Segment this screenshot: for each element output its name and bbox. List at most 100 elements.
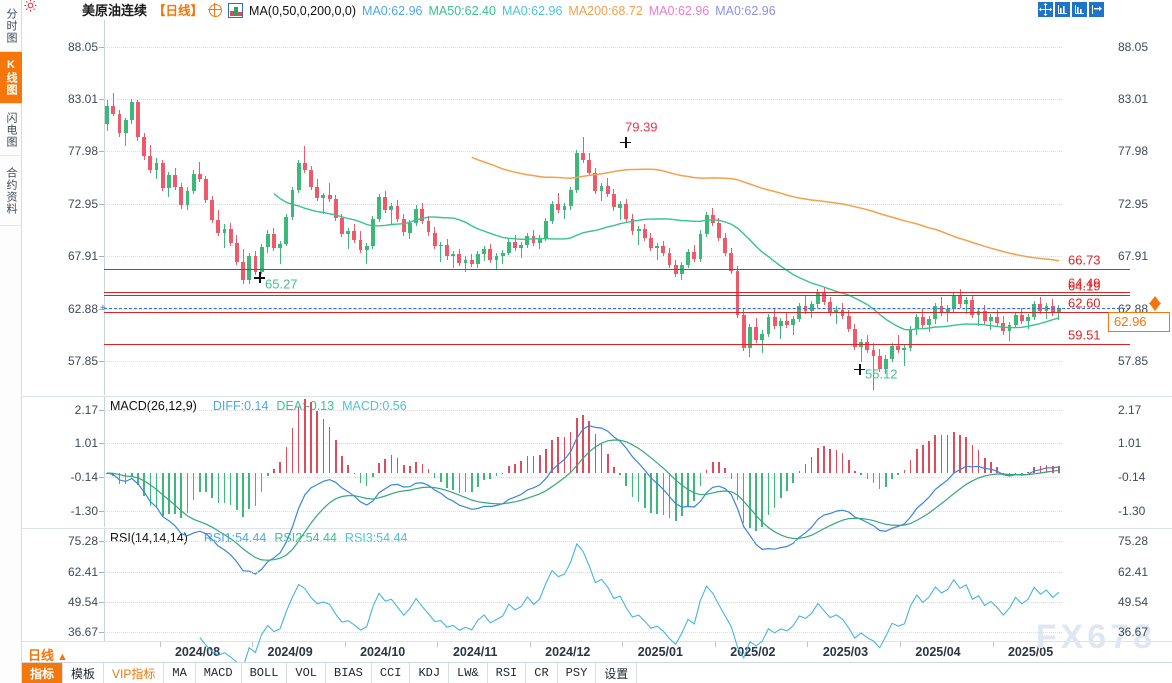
- x-axis: 2024/08 2024/09 2024/10 2024/11 2024/12 2025/…: [22, 641, 1172, 664]
- tb-vol[interactable]: VOL: [287, 663, 327, 683]
- tb-bias[interactable]: BIAS: [326, 663, 372, 683]
- macd-histogram-bar: [415, 461, 417, 473]
- crosshair-icon[interactable]: [1038, 2, 1053, 17]
- candle-body: [241, 261, 245, 281]
- macd-histogram-bar: [631, 472, 634, 497]
- tb-lwr[interactable]: LW&: [449, 663, 488, 683]
- candle-body: [136, 102, 140, 137]
- macd-histogram-bar: [131, 472, 133, 477]
- macd-histogram-bar: [915, 448, 918, 473]
- tb-cci[interactable]: CCI: [372, 663, 411, 683]
- macd-plot-area[interactable]: [104, 397, 1062, 527]
- price-plot-area[interactable]: [104, 20, 1062, 395]
- macd-histogram-bar: [260, 472, 263, 492]
- price-level-line[interactable]: [104, 291, 1130, 293]
- tb-kdj[interactable]: KDJ: [410, 663, 450, 683]
- x-axis-tick: [437, 642, 439, 647]
- tb-rsi[interactable]: RSI: [488, 663, 527, 683]
- macd-histogram-bar: [990, 462, 992, 473]
- tb-lwr-label: LW&: [457, 666, 479, 680]
- price-y-label-left: 57.85: [67, 354, 98, 369]
- sidebar-item-timeline[interactable]: 分时图: [0, 0, 22, 52]
- settings-sun-icon[interactable]: [24, 0, 37, 12]
- x-axis-tick: [622, 642, 624, 647]
- macd-histogram-bar: [742, 472, 745, 524]
- candle-body: [902, 348, 907, 351]
- macd-histogram-bar: [440, 472, 442, 482]
- price-level-line[interactable]: [104, 295, 1130, 297]
- macd-histogram-bar: [755, 472, 757, 532]
- macd-histogram-bar: [959, 434, 961, 473]
- tb-macd[interactable]: MACD: [196, 663, 242, 683]
- price-annotation: 79.39: [625, 119, 658, 135]
- macd-histogram-bar: [909, 460, 912, 473]
- macd-histogram-bar: [625, 472, 628, 486]
- macd-pane[interactable]: MACD(26,12,9)DIFF:0.14DEA:-0.13MACD:0.56: [22, 397, 1172, 527]
- price-y-label-right: 88.05: [1118, 39, 1149, 54]
- macd-histogram-bar: [668, 472, 671, 519]
- tb-boll[interactable]: BOLL: [242, 663, 288, 683]
- price-pane[interactable]: [22, 20, 1172, 395]
- macd-histogram-bar: [557, 437, 560, 473]
- price-level-line[interactable]: [104, 311, 1130, 313]
- rsi-gridline: [104, 541, 1062, 543]
- tb-indicator[interactable]: 指标: [22, 663, 64, 683]
- macd-histogram-bar: [545, 448, 547, 473]
- macd-histogram-bar: [810, 456, 813, 473]
- sidebar-item-lightning[interactable]: 闪电图: [0, 104, 22, 156]
- chart-right-icon[interactable]: [1072, 2, 1087, 17]
- current-price-dashed-line: [104, 307, 1130, 309]
- tb-psy[interactable]: PSY: [558, 663, 597, 683]
- chart-left-icon[interactable]: [1055, 2, 1070, 17]
- sidebar-item-candlestick[interactable]: K线图: [0, 52, 22, 104]
- tb-cr[interactable]: CR: [526, 663, 558, 683]
- candle-body: [265, 233, 270, 248]
- macd-histogram-bar: [971, 444, 974, 473]
- macd-histogram-bar: [878, 472, 881, 489]
- price-gridline: [104, 361, 1062, 363]
- macd-histogram-bar: [983, 457, 986, 473]
- candle-body: [105, 106, 109, 125]
- tb-bias-label: BIAS: [334, 666, 363, 680]
- sidebar-item-contract-info[interactable]: 合约资料: [0, 156, 22, 226]
- macd-histogram-bar: [563, 436, 566, 473]
- macd-histogram-bar: [353, 472, 356, 475]
- macd-histogram-bar: [168, 472, 170, 515]
- tb-settings[interactable]: 设置: [596, 663, 638, 683]
- macd-readout-0: DIFF:0.14: [212, 399, 269, 413]
- tb-ma[interactable]: MA: [164, 663, 196, 683]
- candle-body: [197, 174, 202, 180]
- shift-right-icon[interactable]: [1089, 2, 1104, 17]
- candle-body: [908, 329, 913, 349]
- macd-histogram-bar: [903, 470, 906, 473]
- period-selector[interactable]: 日线 ▲: [28, 645, 68, 664]
- price-level-line[interactable]: [104, 343, 1130, 345]
- macd-histogram-bar: [526, 456, 529, 473]
- add-indicator-icon[interactable]: [208, 3, 223, 18]
- price-level-label: 66.73: [1068, 252, 1101, 268]
- x-axis-tick: [807, 642, 809, 647]
- ma-readout-5: MA0:62.96: [715, 4, 776, 19]
- price-level-line[interactable]: [104, 268, 1130, 270]
- macd-histogram-bar: [427, 469, 430, 473]
- macd-title-text: MACD(26,12,9): [110, 399, 197, 413]
- tb-template[interactable]: 模板: [63, 663, 105, 683]
- period-label: 【日线】: [153, 3, 204, 18]
- bottom-toolbar: 指标 模板 VIP指标 MA MACD BOLL VOL BIAS CCI KDJ LW& RSI CR…: [22, 662, 1172, 683]
- tb-vip[interactable]: VIP指标: [104, 663, 165, 683]
- macd-histogram-bar: [297, 406, 300, 473]
- rsi-plot-area[interactable]: [104, 529, 1062, 641]
- price-y-label-left: 62.88: [67, 301, 98, 316]
- candle-body: [883, 358, 888, 369]
- candle-body: [760, 333, 765, 340]
- rsi-gridline: [104, 571, 1062, 573]
- macd-histogram-bar: [724, 468, 726, 473]
- macd-histogram-bar: [372, 472, 374, 477]
- rsi-y-tick: [99, 632, 104, 634]
- candlestick-icon[interactable]: [228, 3, 244, 19]
- tb-rsi-label: RSI: [495, 666, 518, 680]
- macd-histogram-bar: [538, 454, 541, 473]
- macd-histogram-bar: [711, 461, 714, 473]
- macd-histogram-bar: [798, 471, 801, 473]
